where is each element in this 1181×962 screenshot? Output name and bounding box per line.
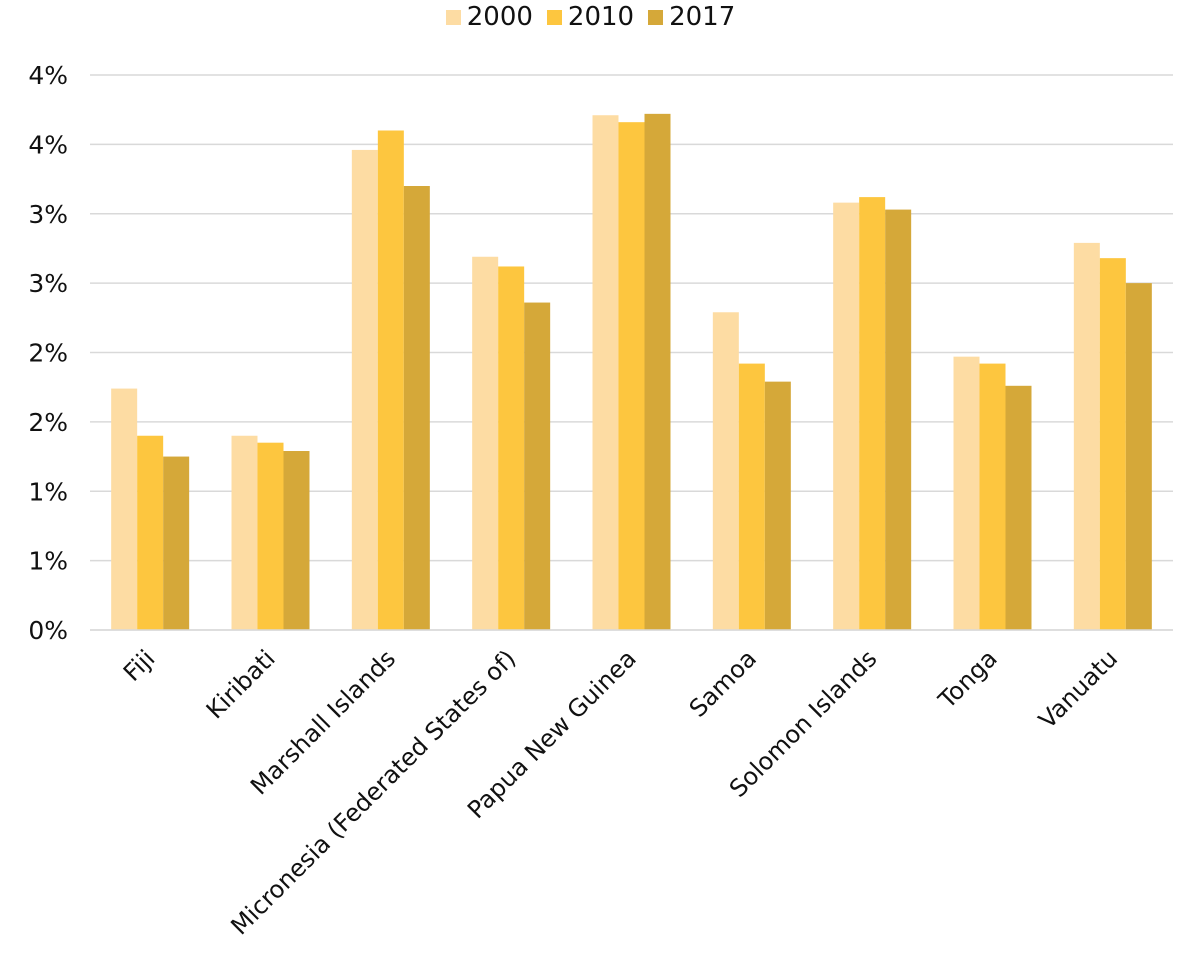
bar-2017 <box>644 113 671 631</box>
bar-2010 <box>257 442 284 630</box>
bar-2017 <box>1005 385 1032 630</box>
legend-swatch-2000 <box>445 9 461 25</box>
y-tick-label: 3% <box>28 200 68 229</box>
legend-swatch-2017 <box>648 9 664 25</box>
bar-2010 <box>618 122 645 631</box>
y-tick-label: 4% <box>28 61 68 90</box>
bar-2010 <box>498 266 525 630</box>
legend-label-2010: 2010 <box>567 2 635 32</box>
bar-2017 <box>885 209 912 630</box>
bar-2000 <box>1073 242 1100 630</box>
bar-2000 <box>712 312 739 630</box>
y-tick-label: 2% <box>28 339 68 368</box>
y-tick-label: 0% <box>28 616 68 645</box>
x-tick-label: Fiji <box>118 644 160 686</box>
bar-2000 <box>231 435 258 630</box>
bar-2010 <box>979 363 1006 630</box>
bar-2000 <box>592 115 619 631</box>
x-tick-label: Tonga <box>932 644 1002 714</box>
bar-2017 <box>403 186 430 630</box>
y-tick-label: 1% <box>28 477 68 506</box>
bar-2010 <box>738 363 765 630</box>
x-tick-label: Samoa <box>684 644 762 722</box>
legend-item-2010: 2010 <box>546 2 635 32</box>
legend-label-2017: 2017 <box>669 2 736 32</box>
y-tick-label: 3% <box>28 269 68 298</box>
bar-2017 <box>163 456 190 630</box>
x-tick-label: Vanuatu <box>1033 644 1123 734</box>
bar-2010 <box>859 197 886 630</box>
bar-2017 <box>764 381 791 630</box>
bar-2000 <box>953 356 980 630</box>
legend-swatch-2010 <box>546 9 562 25</box>
legend: 2000 2010 2017 <box>0 2 1181 32</box>
bar-2000 <box>472 256 499 630</box>
y-tick-label: 4% <box>28 130 68 159</box>
x-tick-label: Kiribati <box>201 644 281 724</box>
legend-label-2000: 2000 <box>466 2 533 32</box>
bar-2010 <box>137 435 164 630</box>
bar-2010 <box>1099 258 1126 630</box>
bar-2000 <box>833 202 860 630</box>
bar-2000 <box>111 388 138 630</box>
bar-2000 <box>351 149 378 631</box>
bar-2010 <box>377 130 404 630</box>
legend-item-2017: 2017 <box>648 2 735 32</box>
bar-2017 <box>1125 283 1152 630</box>
legend-item-2000: 2000 <box>445 2 533 32</box>
y-tick-label: 1% <box>28 547 68 576</box>
bar-2017 <box>283 451 310 630</box>
bar-2017 <box>524 302 551 630</box>
y-tick-label: 2% <box>28 408 68 437</box>
